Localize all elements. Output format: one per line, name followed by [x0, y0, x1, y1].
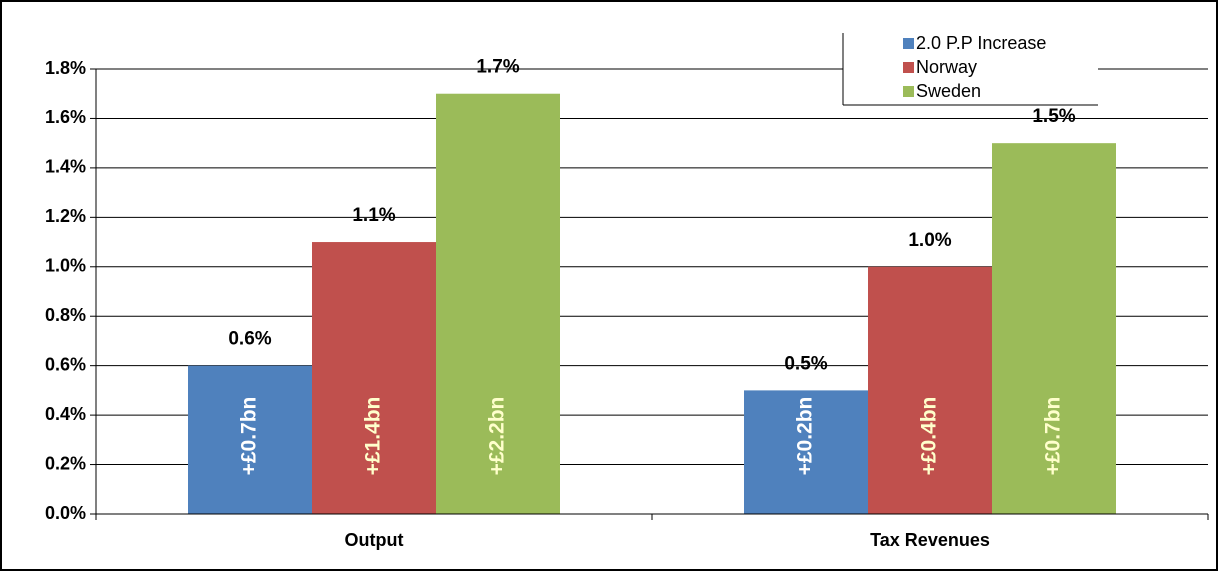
- bar: [436, 93, 560, 514]
- bar-inner-label: +£1.4bn: [362, 397, 385, 476]
- bar: [188, 365, 312, 514]
- bar: [868, 266, 992, 514]
- y-tick-label: 1.0%: [45, 256, 86, 276]
- y-tick-label: 1.2%: [45, 206, 86, 226]
- y-tick-label: 1.8%: [45, 58, 86, 78]
- y-tick-label: 1.4%: [45, 157, 86, 177]
- legend-label: 2.0 P.P Increase: [916, 33, 1046, 53]
- legend-swatch: [903, 86, 914, 97]
- y-tick-label: 0.2%: [45, 453, 86, 473]
- bar: [312, 242, 436, 515]
- legend-background: [843, 33, 1098, 105]
- bar-inner-label: +£0.7bn: [1042, 397, 1065, 476]
- value-label: 1.7%: [476, 57, 519, 78]
- x-tick-label: Output: [345, 530, 404, 550]
- bar-inner-label: +£2.2bn: [486, 397, 509, 476]
- value-label: 1.1%: [352, 205, 395, 226]
- bar-inner-label: +£0.4bn: [918, 397, 941, 476]
- y-tick-label: 0.0%: [45, 503, 86, 523]
- y-tick-label: 1.6%: [45, 107, 86, 127]
- value-label: 1.0%: [908, 230, 951, 251]
- bar: [744, 390, 868, 514]
- legend-label: Sweden: [916, 81, 981, 101]
- legend-swatch: [903, 62, 914, 73]
- y-tick-label: 0.4%: [45, 404, 86, 424]
- y-tick-label: 0.8%: [45, 305, 86, 325]
- value-label: 0.6%: [228, 329, 271, 350]
- y-tick-label: 0.6%: [45, 354, 86, 374]
- legend-swatch: [903, 38, 914, 49]
- bar-inner-label: +£0.7bn: [238, 397, 261, 476]
- value-label: 1.5%: [1032, 106, 1075, 127]
- bar-inner-label: +£0.2bn: [794, 397, 817, 476]
- legend-label: Norway: [916, 57, 977, 77]
- bar: [992, 143, 1116, 514]
- x-tick-label: Tax Revenues: [870, 530, 990, 550]
- value-label: 0.5%: [784, 353, 827, 374]
